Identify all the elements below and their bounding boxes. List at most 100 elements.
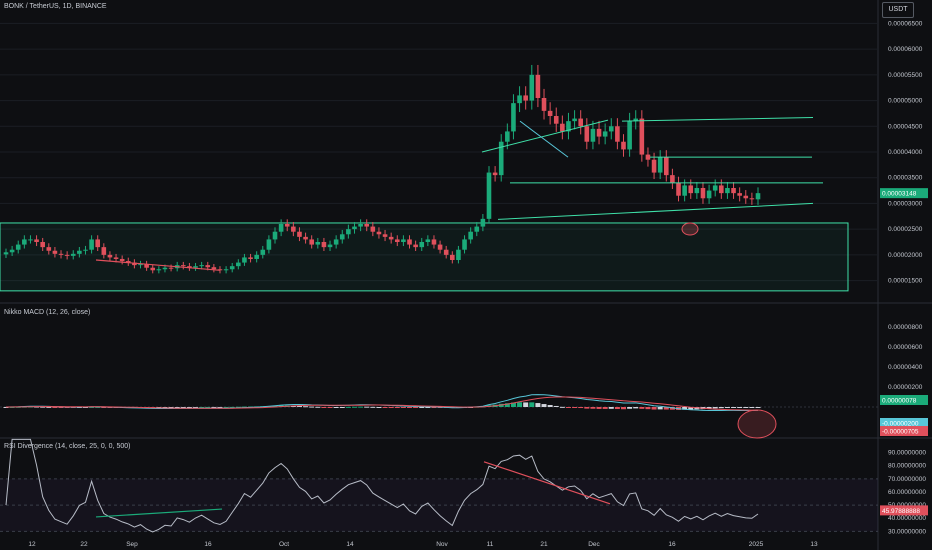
macd-histogram-bar xyxy=(229,406,235,408)
time-axis-label: Dec xyxy=(588,541,600,548)
price-tick-label: 0.00004500 xyxy=(888,123,923,130)
candle-body xyxy=(156,269,162,271)
rsi-divergence-bear xyxy=(483,461,611,505)
candle-body xyxy=(553,116,559,124)
rsi-value-badge xyxy=(880,505,928,516)
candle-body xyxy=(327,244,333,248)
signal-line xyxy=(6,396,759,411)
macd-histogram-bar xyxy=(584,407,590,409)
time-axis-label: 16 xyxy=(668,541,676,548)
macd-histogram-bar xyxy=(339,407,345,408)
price-tick-label: 0.00003500 xyxy=(888,175,923,182)
price-tick-label: 0.00002000 xyxy=(888,252,923,259)
macd-histogram-bar xyxy=(58,407,64,408)
candle-body xyxy=(40,242,45,248)
time-axis-label: Oct xyxy=(279,541,289,548)
macd-histogram-bar xyxy=(370,406,376,408)
time-axis-label: 13 xyxy=(810,541,818,548)
macd-histogram-bar xyxy=(614,407,620,410)
candle-body xyxy=(719,185,724,194)
macd-tick-label: 0.00000200 xyxy=(888,384,923,391)
candle-body xyxy=(162,267,168,270)
candle-body xyxy=(443,249,449,255)
candle-body xyxy=(89,239,94,250)
candle-body xyxy=(755,193,761,200)
candle-body xyxy=(529,74,535,101)
macd-histogram-bar xyxy=(351,406,357,408)
macd-histogram-bar xyxy=(180,407,186,408)
trendline-support xyxy=(497,202,814,220)
candle-body xyxy=(419,242,425,248)
time-axis-label: 12 xyxy=(28,541,36,548)
macd-histogram-bar xyxy=(590,407,596,409)
candle-body xyxy=(52,250,58,254)
candle-body xyxy=(725,188,730,194)
price-tick-label: 0.00003000 xyxy=(888,200,923,207)
macd-histogram-bar xyxy=(296,405,302,407)
macd-histogram-bar xyxy=(413,407,419,408)
candle-body xyxy=(450,254,455,260)
macd-value-label: 0.00000078 xyxy=(882,398,917,405)
rsi-line xyxy=(5,438,759,533)
rsi-title: RSI Divergence (14, close, 25, 0, 0, 500… xyxy=(4,443,131,450)
macd-histogram-bar xyxy=(572,407,578,408)
macd-histogram-bar xyxy=(211,406,217,408)
macd-histogram-bar xyxy=(52,407,58,408)
candle-body xyxy=(83,249,88,251)
candle-body xyxy=(700,188,706,199)
macd-histogram-bar xyxy=(272,405,278,407)
macd-value-label: -0.00000705 xyxy=(882,429,919,436)
candle-body xyxy=(333,239,339,245)
candle-body xyxy=(358,224,363,227)
candle-body xyxy=(468,231,473,240)
macd-histogram-bar xyxy=(523,402,529,407)
candle-body xyxy=(737,193,742,196)
macd-histogram-bar xyxy=(309,406,315,408)
macd-histogram-bar xyxy=(724,407,730,408)
price-tick-label: 0.00006500 xyxy=(888,20,923,27)
candle-body xyxy=(572,118,577,122)
candle-body xyxy=(547,110,553,116)
last-price-badge xyxy=(880,188,928,199)
candle-body xyxy=(615,126,620,142)
candle-body xyxy=(401,239,406,242)
candle-body xyxy=(113,257,119,259)
candle-body xyxy=(535,74,541,98)
macd-histogram-bar xyxy=(565,407,571,408)
candle-body xyxy=(119,258,125,262)
price-tick-label: 0.00001500 xyxy=(888,278,923,285)
macd-histogram-bar xyxy=(608,407,614,409)
macd-histogram-bar xyxy=(321,407,327,408)
macd-histogram-bar xyxy=(205,406,211,408)
price-tick-label: 0.00004000 xyxy=(888,149,923,156)
candle-body xyxy=(278,224,284,232)
macd-histogram-bar xyxy=(394,407,400,408)
macd-histogram-bar xyxy=(645,407,651,410)
macd-histogram-bar xyxy=(541,404,547,407)
macd-histogram-bar xyxy=(419,407,425,408)
price-tick-label: 0.00006000 xyxy=(888,46,923,53)
macd-histogram-bar xyxy=(235,406,241,408)
macd-histogram-bar xyxy=(95,406,101,408)
rsi-tick-label: 90.00000000 xyxy=(888,450,926,457)
candle-body xyxy=(498,141,504,176)
macd-histogram-bar xyxy=(388,407,394,408)
demand-zone xyxy=(0,222,849,292)
time-axis-label: 14 xyxy=(346,541,354,548)
candle-body xyxy=(144,264,149,268)
candle-body xyxy=(670,175,675,183)
candle-body xyxy=(639,118,645,155)
macd-histogram-bar xyxy=(596,407,602,409)
rsi-tick-label: 40.00000000 xyxy=(888,515,926,522)
rsi-tick-label: 30.00000000 xyxy=(888,528,926,535)
last-price-label: 0.00003148 xyxy=(882,191,917,198)
macd-histogram-bar xyxy=(639,407,645,409)
macd-histogram-bar xyxy=(101,407,107,408)
candle-body xyxy=(651,159,657,173)
time-axis-label: 11 xyxy=(487,541,494,548)
candle-body xyxy=(437,244,443,250)
candle-body xyxy=(621,141,626,150)
candle-body xyxy=(712,185,718,191)
currency-button[interactable]: USDT xyxy=(882,2,914,18)
